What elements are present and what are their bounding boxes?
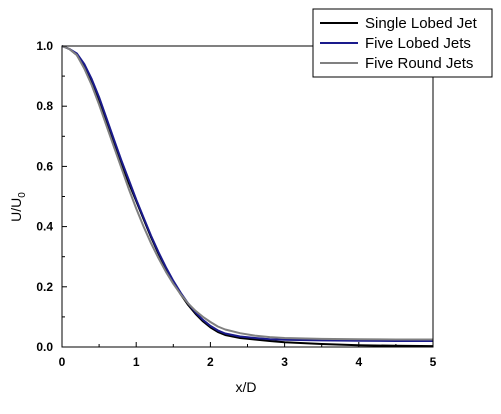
y-axis-label: U/U0 bbox=[8, 192, 28, 222]
y-axis-label-subscript: 0 bbox=[17, 192, 28, 198]
legend-label: Single Lobed Jet bbox=[365, 15, 478, 32]
x-axis: 0 1 2 3 4 5 bbox=[59, 342, 437, 369]
legend: Single Lobed Jet Five Lobed Jets Five Roun… bbox=[312, 8, 493, 78]
legend-label: Five Lobed Jets bbox=[365, 35, 471, 52]
x-axis-label: x/D bbox=[236, 379, 257, 395]
y-tick-label: 0.6 bbox=[36, 159, 53, 173]
legend-label: Five Round Jets bbox=[365, 55, 473, 72]
y-tick-label: 0.8 bbox=[36, 99, 53, 113]
y-tick-label: 0.4 bbox=[36, 220, 53, 234]
x-tick-label: 3 bbox=[281, 355, 288, 369]
y-tick-label: 0.2 bbox=[36, 280, 53, 294]
x-tick-label: 1 bbox=[133, 355, 140, 369]
x-tick-label: 2 bbox=[207, 355, 214, 369]
series-line-2 bbox=[61, 45, 433, 342]
plot-area-frame bbox=[61, 45, 434, 348]
series-line-1 bbox=[61, 45, 434, 348]
y-axis: 0.0 0.2 0.4 0.6 0.8 1.0 bbox=[36, 39, 67, 354]
series-line-3 bbox=[61, 45, 433, 341]
x-tick-label: 5 bbox=[430, 355, 437, 369]
svg-text:U/U0: U/U0 bbox=[8, 192, 28, 222]
y-axis-label-main: U/U bbox=[8, 198, 24, 222]
x-tick-label: 4 bbox=[355, 355, 362, 369]
x-tick-label: 0 bbox=[59, 355, 66, 369]
y-tick-label: 0.0 bbox=[36, 340, 53, 354]
series-layer bbox=[61, 45, 434, 348]
y-tick-label: 1.0 bbox=[36, 39, 53, 53]
